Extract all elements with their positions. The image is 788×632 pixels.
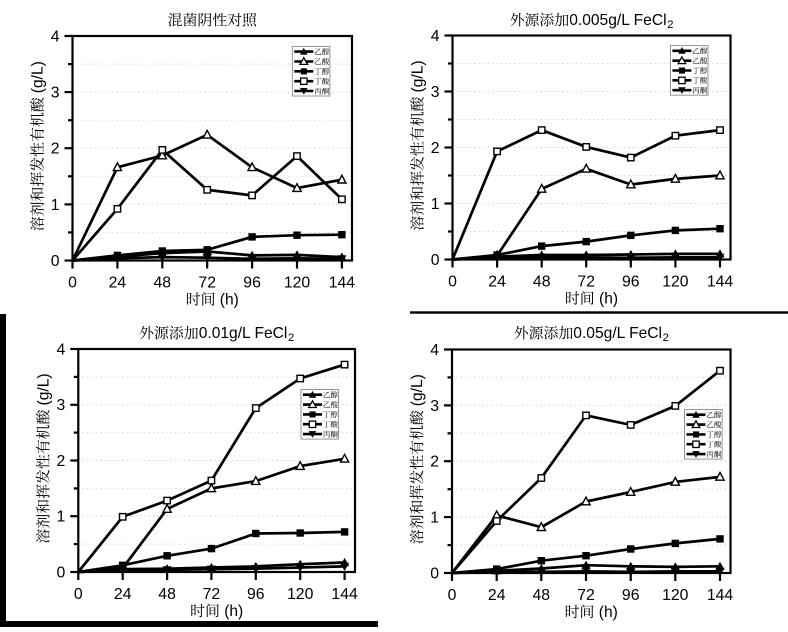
svg-text:144: 144: [707, 587, 734, 604]
svg-text:2: 2: [431, 140, 440, 157]
svg-text:120: 120: [662, 274, 689, 291]
svg-text:72: 72: [198, 275, 216, 292]
svg-text:3: 3: [51, 85, 60, 102]
svg-text:4: 4: [51, 28, 60, 45]
svg-text:(h): (h): [599, 290, 618, 307]
svg-text:3: 3: [430, 398, 439, 415]
svg-text:(h): (h): [224, 603, 243, 620]
svg-text:48: 48: [158, 586, 176, 603]
svg-text:0.05g/L FeCl: 0.05g/L FeCl: [573, 325, 662, 342]
svg-text:24: 24: [109, 275, 127, 292]
svg-text:3: 3: [57, 397, 66, 414]
svg-text:0: 0: [431, 252, 440, 269]
svg-text:0.01g/L FeCl: 0.01g/L FeCl: [199, 325, 288, 342]
svg-text:2: 2: [57, 453, 66, 470]
svg-text:48: 48: [154, 275, 172, 292]
svg-text:1: 1: [57, 509, 66, 526]
svg-text:2: 2: [430, 454, 439, 471]
svg-text:96: 96: [243, 275, 261, 292]
svg-text:(g/L): (g/L): [35, 373, 52, 405]
svg-text:1: 1: [431, 196, 440, 213]
svg-text:4: 4: [57, 341, 66, 358]
svg-text:(h): (h): [220, 291, 239, 308]
svg-text:24: 24: [488, 587, 506, 604]
svg-text:0: 0: [448, 587, 457, 604]
svg-text:96: 96: [247, 586, 265, 603]
svg-text:1: 1: [430, 510, 439, 527]
svg-text:2: 2: [51, 141, 60, 158]
svg-text:24: 24: [114, 586, 132, 603]
svg-text:(h): (h): [599, 604, 618, 621]
svg-text:144: 144: [707, 274, 734, 291]
svg-text:72: 72: [577, 587, 595, 604]
svg-text:(g/L): (g/L): [410, 60, 427, 92]
svg-text:2: 2: [667, 19, 673, 31]
svg-text:0: 0: [57, 564, 66, 581]
svg-text:72: 72: [203, 586, 221, 603]
svg-text:120: 120: [287, 586, 314, 603]
svg-text:(g/L): (g/L): [30, 61, 47, 93]
svg-text:1: 1: [51, 197, 60, 214]
svg-text:(g/L): (g/L): [409, 374, 426, 406]
svg-text:2: 2: [663, 332, 669, 344]
svg-text:0: 0: [430, 565, 439, 582]
svg-text:72: 72: [577, 274, 595, 291]
svg-text:96: 96: [622, 587, 640, 604]
svg-text:0.005g/L FeCl: 0.005g/L FeCl: [569, 12, 666, 29]
svg-text:0: 0: [74, 586, 83, 603]
svg-text:144: 144: [331, 586, 358, 603]
svg-text:24: 24: [488, 274, 506, 291]
svg-text:120: 120: [284, 275, 311, 292]
svg-text:96: 96: [622, 274, 640, 291]
svg-text:120: 120: [662, 587, 689, 604]
svg-text:4: 4: [430, 342, 439, 359]
svg-text:0: 0: [448, 274, 457, 291]
svg-text:3: 3: [431, 84, 440, 101]
svg-text:48: 48: [533, 587, 551, 604]
svg-text:0: 0: [51, 253, 60, 270]
svg-text:4: 4: [431, 28, 440, 45]
svg-text:0: 0: [68, 275, 77, 292]
svg-text:2: 2: [288, 332, 294, 344]
svg-text:144: 144: [329, 275, 356, 292]
svg-text:48: 48: [533, 274, 551, 291]
